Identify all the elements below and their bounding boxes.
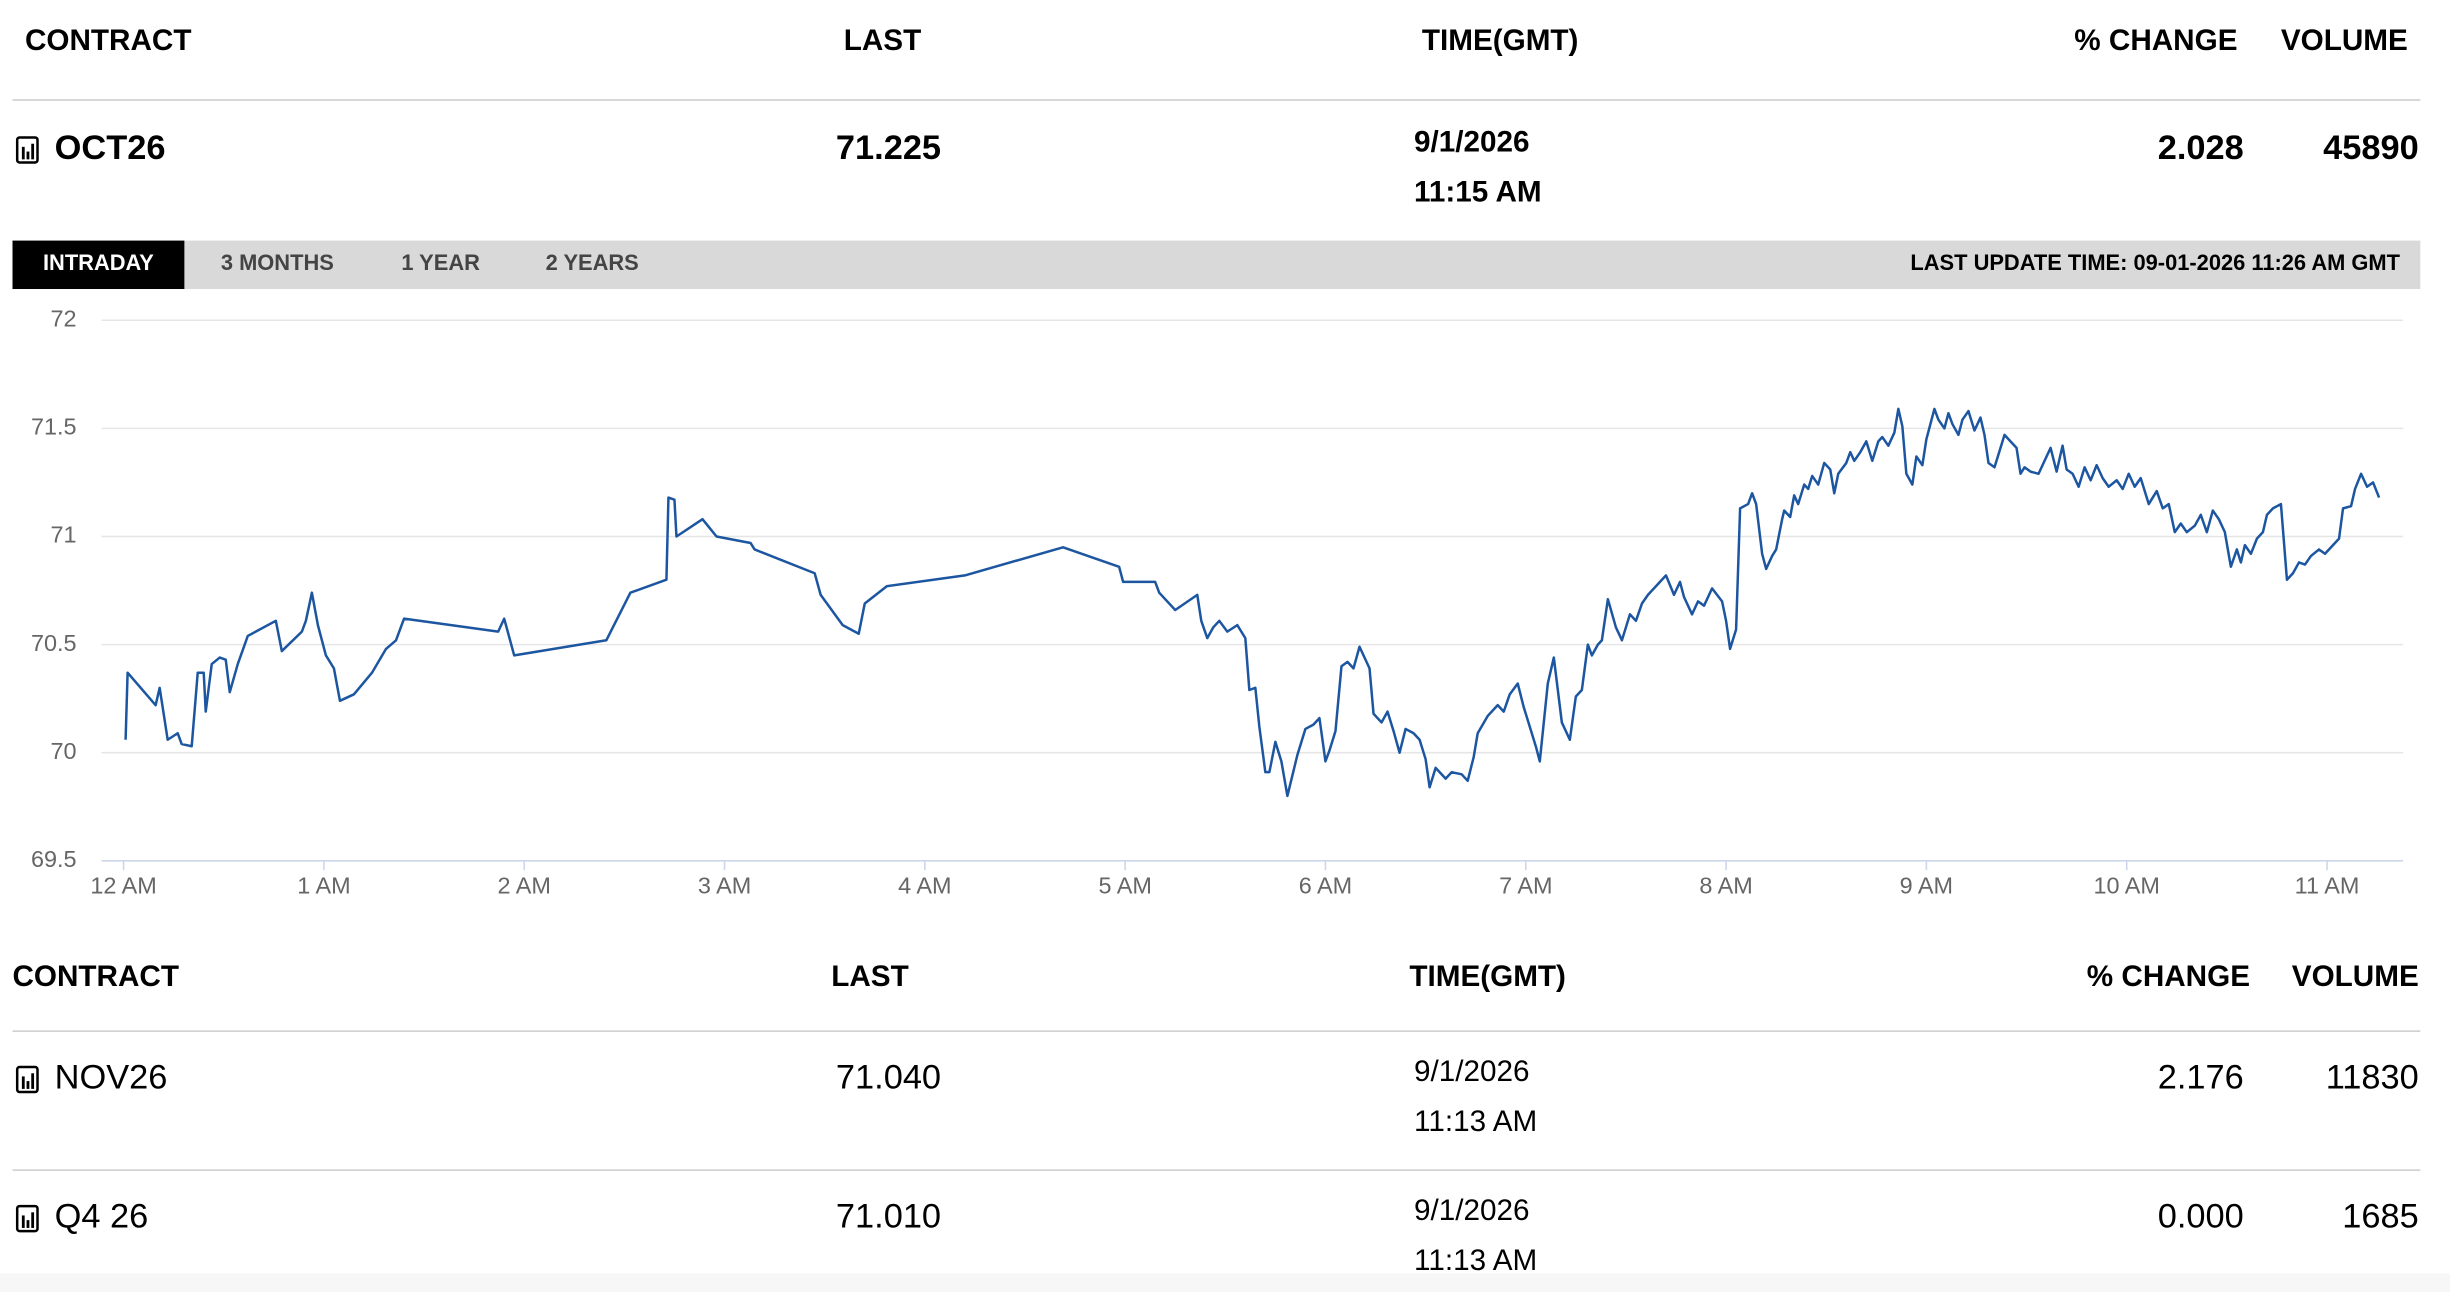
chart-icon-bar — [26, 1220, 30, 1228]
tab[interactable]: INTRADAY — [43, 250, 154, 275]
column-header: VOLUME — [2292, 960, 2419, 993]
volume: 45890 — [2323, 129, 2419, 167]
chart-icon-bar — [26, 151, 30, 160]
y-tick-label: 70 — [50, 738, 76, 764]
tab[interactable]: 2 YEARS — [546, 250, 639, 275]
chart-icon-bar — [31, 1212, 35, 1228]
column-header: % CHANGE — [2074, 24, 2237, 57]
chart-icon — [15, 136, 39, 164]
y-tick-label: 72 — [50, 305, 76, 331]
y-tick-label: 71 — [50, 522, 76, 548]
column-header: TIME(GMT) — [1422, 24, 1579, 57]
column-header: LAST — [831, 960, 908, 993]
x-tick-label: 2 AM — [498, 873, 551, 899]
y-tick-label: 70.5 — [31, 630, 77, 656]
column-header: CONTRACT — [25, 24, 191, 57]
x-tick-label: 5 AM — [1098, 873, 1151, 899]
tab[interactable]: 1 YEAR — [401, 250, 480, 275]
contract[interactable]: NOV26 — [55, 1059, 168, 1097]
date: 9/1/2026 — [1414, 1055, 1530, 1088]
tab-bar — [12, 240, 2421, 290]
last: 71.225 — [836, 129, 941, 167]
y-tick-label: 71.5 — [31, 414, 77, 440]
change: 2.176 — [2158, 1059, 2244, 1097]
column-header: VOLUME — [2281, 24, 2408, 57]
change: 0.000 — [2158, 1198, 2244, 1236]
time: 11:15 AM — [1414, 176, 1542, 209]
x-tick-label: 10 AM — [2093, 873, 2159, 899]
chart-icon-bar — [31, 1073, 35, 1089]
date: 9/1/2026 — [1414, 1194, 1530, 1227]
y-tick-label: 69.5 — [31, 846, 77, 872]
volume: 11830 — [2326, 1059, 2419, 1097]
contract[interactable]: Q4 26 — [55, 1198, 149, 1236]
x-tick-label: 12 AM — [90, 873, 156, 899]
chart-icon-bar — [21, 1076, 25, 1089]
x-tick-label: 4 AM — [898, 873, 951, 899]
chart-icon — [15, 1065, 39, 1094]
x-tick-label: 3 AM — [698, 873, 751, 899]
last: 71.010 — [836, 1198, 941, 1236]
column-header: TIME(GMT) — [1409, 960, 1566, 993]
price-line — [124, 407, 2381, 798]
chart-icon — [15, 1204, 39, 1233]
chart-icon-bar — [21, 146, 25, 160]
x-tick-label: 9 AM — [1900, 873, 1953, 899]
fade — [0, 1273, 2450, 1292]
column-header: CONTRACT — [12, 960, 178, 993]
volume: 1685 — [2342, 1198, 2418, 1236]
tab[interactable]: 3 MONTHS — [221, 250, 334, 275]
column-header: LAST — [844, 24, 921, 57]
date: 9/1/2026 — [1414, 126, 1530, 159]
time: 11:13 AM — [1414, 1105, 1537, 1138]
last: 71.040 — [836, 1059, 941, 1097]
column-header: % CHANGE — [2087, 960, 2250, 993]
chart-icon-bar — [31, 143, 35, 160]
x-tick-label: 6 AM — [1299, 873, 1352, 899]
chart-icon-bar — [21, 1215, 25, 1228]
chart-icon-bar — [26, 1081, 30, 1089]
x-tick-label: 11 AM — [2295, 873, 2360, 899]
contract[interactable]: OCT26 — [55, 129, 166, 167]
last-update: LAST UPDATE TIME: 09-01-2026 11:26 AM GM… — [1910, 250, 2400, 275]
x-tick-label: 1 AM — [297, 873, 350, 899]
x-tick-label: 7 AM — [1499, 873, 1552, 899]
x-tick-label: 8 AM — [1699, 873, 1752, 899]
change: 2.028 — [2158, 129, 2244, 167]
time: 11:13 AM — [1414, 1244, 1537, 1277]
tab-active[interactable] — [12, 240, 185, 290]
